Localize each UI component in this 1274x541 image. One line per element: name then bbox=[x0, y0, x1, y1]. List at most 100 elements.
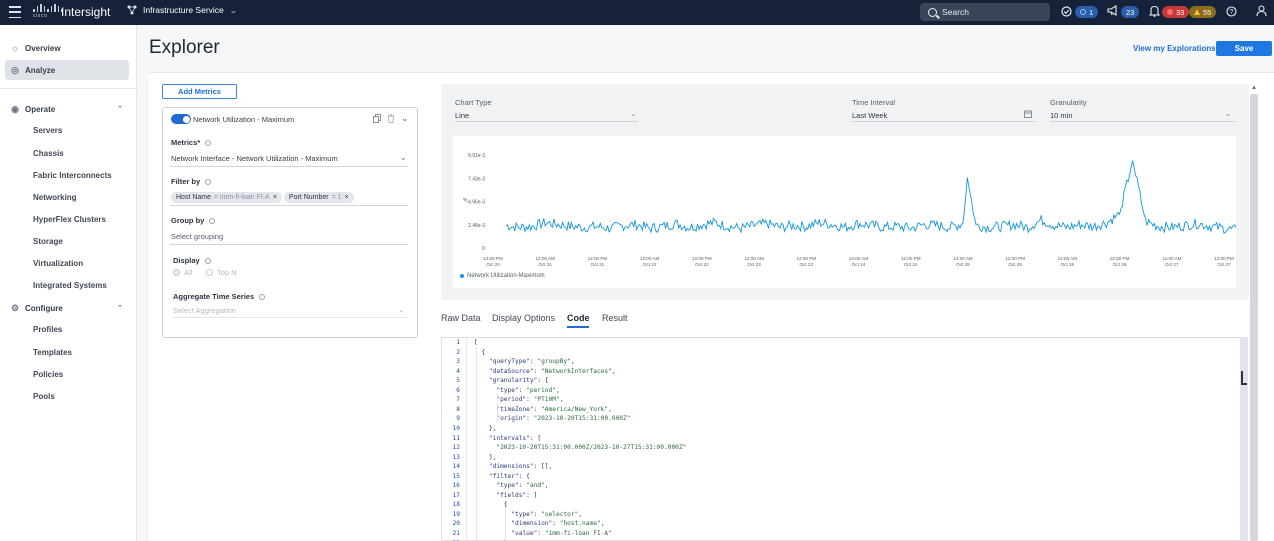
code-line: "type": "period", bbox=[496, 386, 560, 394]
svg-text:?: ? bbox=[1230, 9, 1234, 16]
user-icon[interactable] bbox=[1256, 5, 1267, 17]
requests-icon[interactable] bbox=[1061, 6, 1072, 17]
chart-legend[interactable]: Network Utilization-Maximum bbox=[460, 273, 545, 279]
sidebar-item-servers[interactable]: Servers bbox=[33, 125, 63, 135]
sidebar-item-hyperflex-clusters[interactable]: HyperFlex Clusters bbox=[33, 214, 106, 224]
sidebar-section-operate[interactable]: ◉ Operate ⌃ bbox=[5, 99, 129, 119]
save-button[interactable]: Save bbox=[1216, 41, 1272, 56]
code-line: "type": "selector", bbox=[511, 510, 583, 518]
granularity-select[interactable]: 10 min bbox=[1050, 111, 1073, 120]
aggregate-label: Aggregate Time Series bbox=[173, 292, 266, 301]
sidebar-item-templates[interactable]: Templates bbox=[33, 347, 72, 357]
tab-display-options[interactable]: Display Options bbox=[492, 313, 556, 323]
close-icon[interactable]: × bbox=[344, 194, 349, 201]
close-icon[interactable]: × bbox=[272, 194, 277, 201]
sidebar-item-overview[interactable]: ☼ Overview bbox=[5, 38, 129, 58]
info-icon bbox=[209, 217, 216, 224]
sidebar-section-configure[interactable]: ⚙ Configure ⌃ bbox=[5, 298, 129, 318]
code-editor[interactable] bbox=[441, 337, 1248, 541]
calendar-icon[interactable] bbox=[1024, 110, 1032, 120]
field-underline bbox=[170, 205, 408, 206]
sidebar-item-virtualization[interactable]: Virtualization bbox=[33, 258, 84, 268]
code-line: "fields": [ bbox=[496, 491, 538, 499]
group-by-input[interactable]: Select grouping bbox=[171, 232, 224, 241]
chevron-down-icon: ⌄ bbox=[400, 153, 407, 162]
legend-label: Network Utilization-Maximum bbox=[467, 273, 545, 279]
sidebar-item-networking[interactable]: Networking bbox=[33, 192, 77, 202]
tab-raw-data[interactable]: Raw Data bbox=[441, 313, 481, 323]
menu-icon[interactable] bbox=[8, 6, 22, 18]
metric-toggle[interactable] bbox=[171, 114, 191, 124]
trash-icon[interactable] bbox=[387, 114, 395, 123]
indent-guide bbox=[505, 508, 506, 541]
line-number: 13 bbox=[452, 453, 460, 461]
field-underline bbox=[852, 121, 1035, 122]
sidebar-item-chassis[interactable]: Chassis bbox=[33, 148, 64, 158]
display-option-all[interactable]: All bbox=[173, 268, 192, 277]
y-tick-label: 9.91e-3 bbox=[468, 153, 485, 159]
search-icon bbox=[928, 7, 937, 17]
x-tick-label: Oct 22 bbox=[695, 262, 709, 267]
aggregate-select[interactable]: Select Aggregation bbox=[173, 306, 236, 315]
requests-badge[interactable]: 1 bbox=[1075, 6, 1099, 18]
chevron-down-icon[interactable]: ⌄ bbox=[401, 113, 409, 123]
line-number: 10 bbox=[452, 424, 460, 432]
code-line: "value": "imm-fi-loan FI-A" bbox=[511, 530, 612, 537]
sidebar-item-policies[interactable]: Policies bbox=[33, 369, 64, 379]
line-number: 2 bbox=[456, 348, 460, 356]
announcements-badge[interactable]: 23 bbox=[1121, 6, 1140, 18]
scroll-up-icon[interactable]: ▲ bbox=[1251, 85, 1257, 91]
x-tick-label: Oct 21 bbox=[591, 262, 605, 267]
code-line: [ bbox=[474, 339, 478, 346]
display-option-top-n[interactable]: Top N bbox=[206, 268, 237, 277]
copy-icon[interactable] bbox=[373, 114, 381, 123]
tab-code[interactable]: Code bbox=[567, 313, 590, 323]
sidebar-item-profiles[interactable]: Profiles bbox=[33, 324, 63, 334]
chart-type-label: Chart Type bbox=[455, 98, 492, 107]
x-tick-label: 12:00 PM bbox=[1005, 256, 1025, 261]
tab-result[interactable]: Result bbox=[602, 313, 628, 323]
view-explorations-link[interactable]: View my Explorations bbox=[1133, 44, 1216, 53]
active-tab-indicator bbox=[567, 326, 589, 328]
cisco-logo: cisco bbox=[33, 4, 63, 19]
x-tick-label: 12:00 AM bbox=[1162, 256, 1182, 261]
sidebar-item-storage[interactable]: Storage bbox=[33, 236, 63, 246]
operate-icon: ◉ bbox=[11, 103, 19, 114]
add-metrics-button[interactable]: Add Metrics bbox=[162, 84, 237, 99]
services-icon bbox=[127, 5, 137, 15]
line-number: 7 bbox=[456, 396, 460, 404]
x-tick-label: Oct 23 bbox=[800, 262, 814, 267]
display-label: Display bbox=[173, 256, 211, 265]
field-underline bbox=[172, 317, 408, 318]
critical-alarms-badge[interactable]: 33 bbox=[1162, 6, 1190, 18]
field-underline bbox=[1050, 121, 1235, 122]
search-placeholder: Search bbox=[942, 7, 969, 17]
time-interval-select[interactable]: Last Week bbox=[852, 111, 888, 120]
sidebar-item-integrated-systems[interactable]: Integrated Systems bbox=[33, 280, 107, 290]
page-scrollbar-thumb[interactable] bbox=[1250, 94, 1258, 541]
code-line: "origin": "2023-10-20T15:31:00.000Z" bbox=[496, 415, 631, 423]
code-cursor-marker bbox=[1241, 371, 1247, 385]
line-number: 20 bbox=[452, 520, 460, 528]
sidebar-item-fabric-interconnects[interactable]: Fabric Interconnects bbox=[33, 170, 112, 180]
code-line: ], bbox=[474, 453, 497, 461]
line-number-gutter bbox=[441, 337, 467, 541]
warning-alarms-badge[interactable]: 55 bbox=[1189, 6, 1217, 18]
chart-card bbox=[453, 136, 1236, 288]
metrics-select[interactable]: Network Interface - Network Utilization … bbox=[171, 154, 338, 163]
info-icon bbox=[205, 178, 212, 185]
app-title: Intersight bbox=[61, 5, 111, 19]
filter-chip-port-number[interactable]: Port Number = 1 × bbox=[283, 192, 354, 203]
help-icon[interactable]: ? bbox=[1226, 6, 1237, 17]
megaphone-icon[interactable] bbox=[1107, 5, 1119, 16]
chart-type-select[interactable]: Line bbox=[455, 111, 470, 120]
x-tick-label: Oct 26 bbox=[1113, 262, 1127, 267]
bell-icon[interactable] bbox=[1149, 5, 1160, 17]
service-selector[interactable]: Infrastructure Service ⌄ bbox=[127, 5, 237, 15]
filter-chip-host-name[interactable]: Host Name = imm-fi-loan FI-A × bbox=[171, 192, 282, 203]
sidebar-item-analyze[interactable]: ◎ Analyze bbox=[5, 60, 129, 80]
sidebar-item-pools[interactable]: Pools bbox=[33, 391, 55, 401]
metric-card-title: Network Utilization - Maximum bbox=[193, 115, 295, 124]
search-input[interactable]: Search bbox=[920, 3, 1050, 21]
code-scrollbar[interactable] bbox=[1240, 337, 1248, 541]
